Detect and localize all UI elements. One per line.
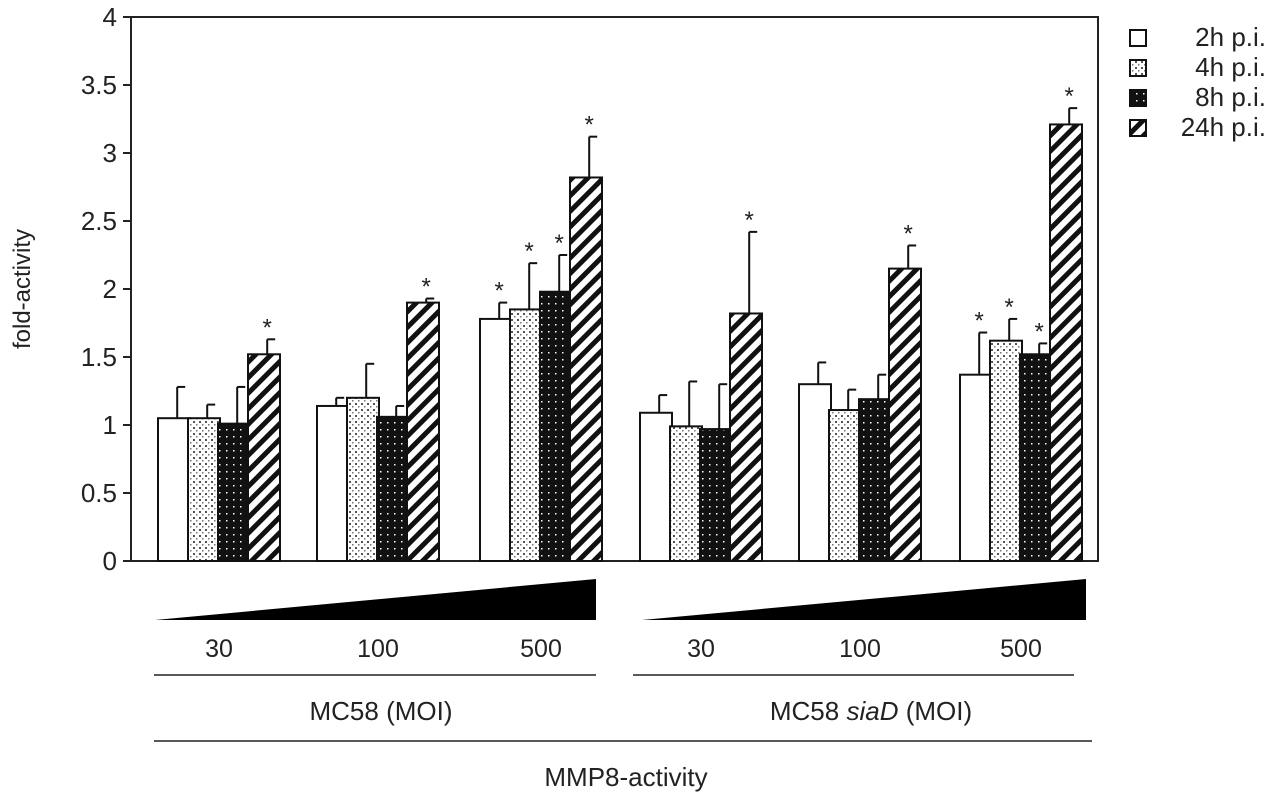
bar (828, 409, 862, 563)
group-label-italic: siaD (846, 696, 898, 726)
moi-gradient-triangle (642, 579, 1086, 620)
bar (376, 415, 410, 562)
y-tick-label: 3.5 (81, 70, 117, 100)
bar (479, 317, 513, 563)
y-tick-label: 4 (103, 2, 117, 32)
group-label-part: (MOI) (898, 696, 972, 726)
significance-marker: * (745, 207, 754, 234)
significance-marker: * (975, 308, 984, 335)
category-label: 30 (205, 635, 233, 663)
group-label-part: (MOI) (386, 696, 452, 726)
group-label: MC58 (MOI) (310, 696, 453, 726)
bar (669, 425, 703, 562)
group-label-part: MC58 (770, 696, 847, 726)
bar (888, 267, 922, 562)
bars-layer: * * * * * * * * * * * * (157, 83, 1083, 563)
y-tick-label: 1.5 (81, 342, 117, 372)
legend-swatch (1129, 59, 1147, 77)
moi-gradient-triangle (155, 579, 596, 620)
bar (989, 339, 1023, 562)
x-axis-label: MMP8-activity (544, 762, 707, 792)
group-label: MC58 siaD (MOI) (770, 696, 972, 726)
significance-marker: * (422, 274, 431, 301)
significance-marker: * (585, 112, 594, 139)
legend: 2h p.i.4h p.i.8h p.i.24h p.i. (1129, 22, 1266, 142)
significance-marker: * (1035, 318, 1044, 345)
bar (217, 422, 251, 563)
category-label: 500 (1000, 635, 1042, 663)
legend-swatch (1129, 89, 1147, 107)
axes-layer: 0 0.5 1 1.5 2 2.5 3 3.5 4 fold-activity (9, 2, 1099, 576)
bar (569, 176, 603, 562)
legend-label: 8h p.i. (1195, 82, 1266, 112)
bar (316, 404, 350, 562)
bar (1049, 123, 1083, 562)
bar (539, 290, 573, 562)
bar (798, 383, 832, 563)
y-tick-label: 3 (103, 138, 117, 168)
category-label: 500 (520, 635, 562, 663)
bar (1019, 353, 1053, 562)
group-label-part: MC58 (310, 696, 387, 726)
legend-label: 2h p.i. (1195, 22, 1266, 52)
bar (729, 312, 763, 563)
bar (959, 373, 993, 562)
legend-swatch (1129, 29, 1147, 47)
bar (699, 428, 733, 562)
y-tick-label: 2.5 (81, 206, 117, 236)
bar (346, 396, 380, 562)
bar (187, 417, 221, 563)
significance-marker: * (263, 314, 272, 341)
significance-marker: * (525, 238, 534, 265)
category-label: 100 (357, 635, 399, 663)
bar (509, 308, 543, 562)
significance-marker: * (1065, 83, 1074, 110)
legend-swatch (1129, 119, 1147, 137)
bar (157, 417, 191, 563)
legend-label: 4h p.i. (1195, 52, 1266, 82)
y-tick-label: 0 (103, 546, 117, 576)
bar (639, 411, 673, 563)
category-label: 30 (687, 635, 715, 663)
y-tick-label: 1 (103, 410, 117, 440)
category-label: 100 (839, 635, 881, 663)
y-tick-label: 0.5 (81, 478, 117, 508)
significance-marker: * (904, 220, 913, 247)
significance-marker: * (1005, 294, 1014, 321)
bar (858, 398, 892, 562)
y-tick-label: 2 (103, 274, 117, 304)
y-axis-label: fold-activity (9, 229, 36, 349)
significance-marker: * (495, 278, 504, 305)
significance-marker: * (555, 230, 564, 257)
legend-label: 24h p.i. (1181, 112, 1266, 142)
bar (406, 301, 440, 562)
bar (247, 353, 281, 562)
